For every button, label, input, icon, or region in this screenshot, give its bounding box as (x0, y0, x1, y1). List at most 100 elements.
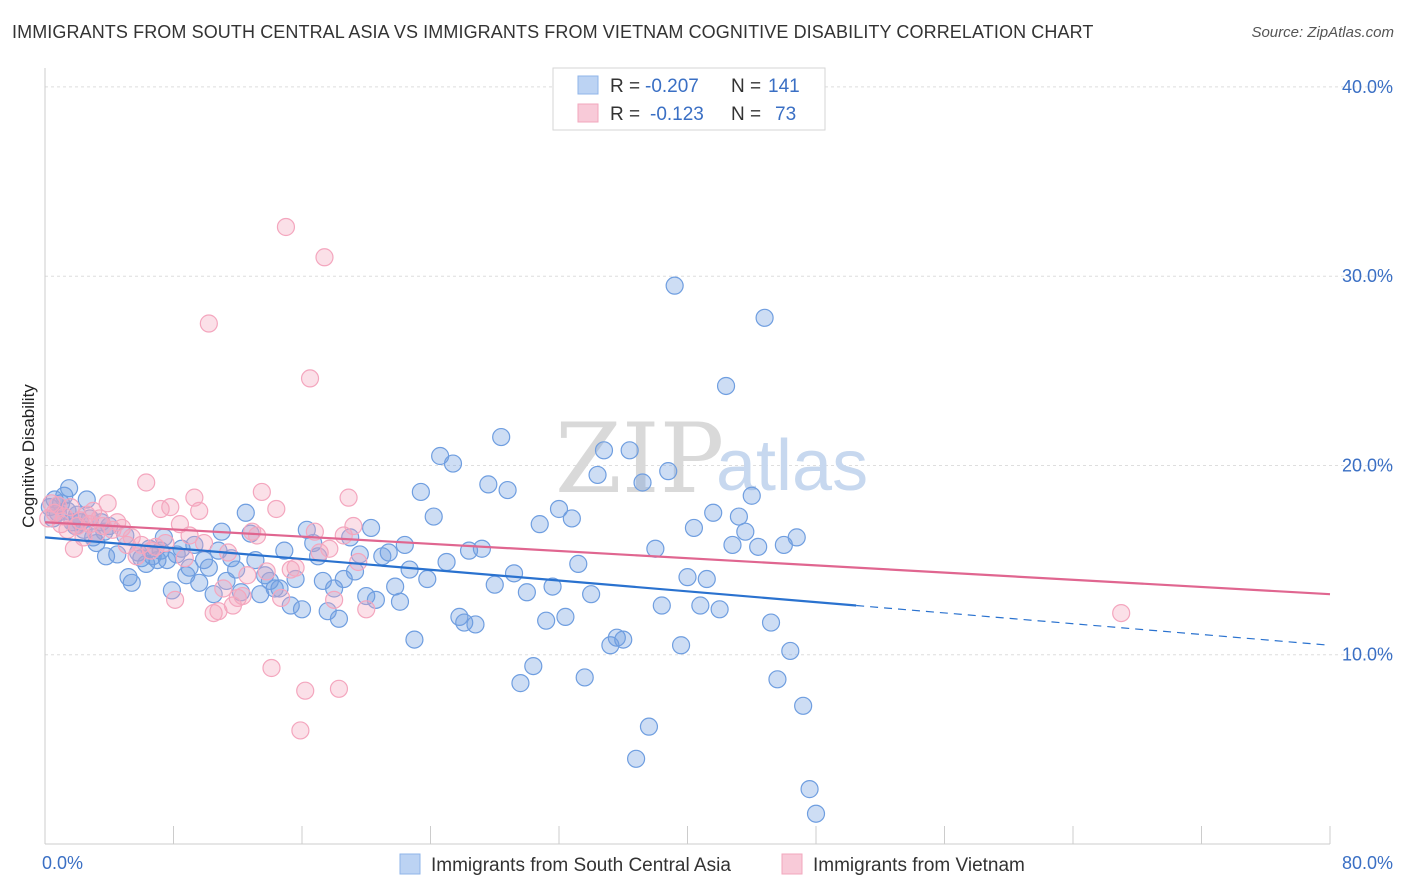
data-point-south-central-asia (607, 628, 626, 647)
data-point-vietnam (1112, 603, 1131, 623)
data-point-south-central-asia (678, 568, 697, 587)
data-point-south-central-asia (549, 499, 569, 519)
data-point-south-central-asia (729, 507, 749, 526)
data-point-vietnam (137, 473, 156, 492)
data-point-south-central-asia (562, 509, 581, 528)
watermark-zip: ZIP (555, 403, 724, 515)
data-point-south-central-asia (652, 596, 671, 615)
data-point-south-central-asia (119, 568, 138, 587)
data-point-south-central-asia (390, 592, 410, 611)
data-point-vietnam (257, 562, 276, 581)
data-point-south-central-asia (575, 668, 594, 687)
data-point-south-central-asia (569, 554, 588, 573)
data-point-south-central-asia (697, 569, 716, 589)
legend-n-value: 141 (768, 76, 800, 97)
data-point-south-central-asia (704, 503, 723, 522)
data-point-south-central-asia (386, 577, 405, 596)
data-point-south-central-asia (639, 717, 659, 736)
data-point-south-central-asia (411, 482, 430, 502)
data-point-vietnam (329, 679, 349, 698)
data-point-vietnam (61, 498, 80, 517)
data-point-south-central-asia (236, 503, 255, 522)
data-point-south-central-asia (524, 656, 543, 676)
data-point-south-central-asia (742, 486, 761, 505)
data-point-vietnam (357, 600, 376, 619)
data-point-south-central-asia (122, 573, 141, 592)
data-point-south-central-asia (633, 473, 652, 492)
y-tick-label: 10.0% (1342, 645, 1393, 665)
data-point-vietnam (305, 522, 324, 541)
data-point-vietnam (315, 248, 334, 267)
data-point-south-central-asia (787, 528, 806, 547)
data-point-south-central-asia (749, 537, 768, 556)
data-point-south-central-asia (424, 507, 443, 526)
data-point-south-central-asia (148, 550, 167, 570)
data-point-vietnam (325, 590, 344, 609)
data-point-south-central-asia (492, 427, 511, 447)
data-point-south-central-asia (77, 490, 96, 509)
data-point-south-central-asia (530, 515, 549, 534)
data-point-vietnam (190, 501, 209, 520)
data-point-south-central-asia (405, 630, 424, 649)
data-point-south-central-asia (781, 641, 800, 661)
data-point-vietnam (267, 499, 286, 519)
data-point-vietnam (300, 369, 320, 388)
y-tick-label: 40.0% (1342, 77, 1393, 97)
legend-r-value: -0.123 (650, 104, 704, 125)
data-point-vietnam (349, 552, 368, 572)
tick-labels: 10.0% 20.0% 30.0% 40.0% 0.0% 80.0% (42, 77, 1393, 873)
data-point-vietnam (291, 721, 310, 740)
data-point-south-central-asia (366, 590, 385, 609)
trend-lines (44, 521, 1331, 646)
data-point-south-central-asia (108, 545, 127, 564)
data-point-south-central-asia (265, 579, 284, 598)
data-point-south-central-asia (162, 581, 181, 600)
legend-r-label: R = (610, 104, 640, 125)
data-point-vietnam (42, 494, 61, 513)
data-point-south-central-asia (806, 804, 826, 823)
bottom-legend-swatch-blue (399, 853, 421, 875)
data-point-south-central-asia (199, 558, 218, 577)
data-point-south-central-asia (614, 630, 633, 649)
trend-line-vietnam (44, 521, 1331, 596)
data-point-south-central-asia (594, 441, 614, 460)
data-point-south-central-asia (588, 465, 607, 485)
x-tick-label: 0.0% (42, 853, 83, 873)
data-point-vietnam (194, 533, 214, 553)
watermark-atlas: atlas (716, 426, 868, 506)
data-point-south-central-asia (450, 607, 469, 626)
data-point-south-central-asia (361, 518, 381, 538)
data-point-south-central-asia (543, 577, 562, 596)
legend-n-value: 73 (775, 104, 796, 125)
data-point-south-central-asia (556, 607, 575, 626)
data-point-south-central-asia (479, 475, 498, 494)
data-point-south-central-asia (626, 749, 646, 768)
data-point-south-central-asia (395, 535, 414, 555)
legend-n-label: N = (731, 76, 761, 97)
data-point-south-central-asia (691, 596, 710, 615)
data-point-south-central-asia (59, 479, 79, 498)
data-point-south-central-asia (379, 543, 398, 562)
legend-r-label: R = (610, 76, 640, 97)
y-tick-label: 20.0% (1342, 455, 1393, 475)
legend-swatch-pink (577, 103, 599, 123)
legend-swatch-blue (577, 75, 599, 95)
data-point-south-central-asia (736, 522, 755, 541)
bottom-legend-swatch-pink (781, 853, 803, 875)
data-point-south-central-asia (710, 600, 729, 619)
chart-source: Source: ZipAtlas.com (1251, 24, 1394, 41)
data-point-south-central-asia (755, 308, 774, 327)
data-point-vietnam (344, 516, 363, 536)
gridlines (44, 86, 1394, 844)
data-point-vietnam (233, 586, 252, 606)
data-point-south-central-asia (620, 441, 639, 460)
data-point-south-central-asia (357, 586, 376, 606)
data-point-vietnam (320, 539, 339, 558)
data-point-south-central-asia (418, 569, 437, 589)
data-point-south-central-asia (466, 615, 485, 634)
data-point-south-central-asia (270, 579, 289, 598)
y-tick-label: 30.0% (1342, 266, 1393, 286)
data-point-south-central-asia (684, 518, 704, 538)
data-point-south-central-asia (485, 575, 504, 594)
